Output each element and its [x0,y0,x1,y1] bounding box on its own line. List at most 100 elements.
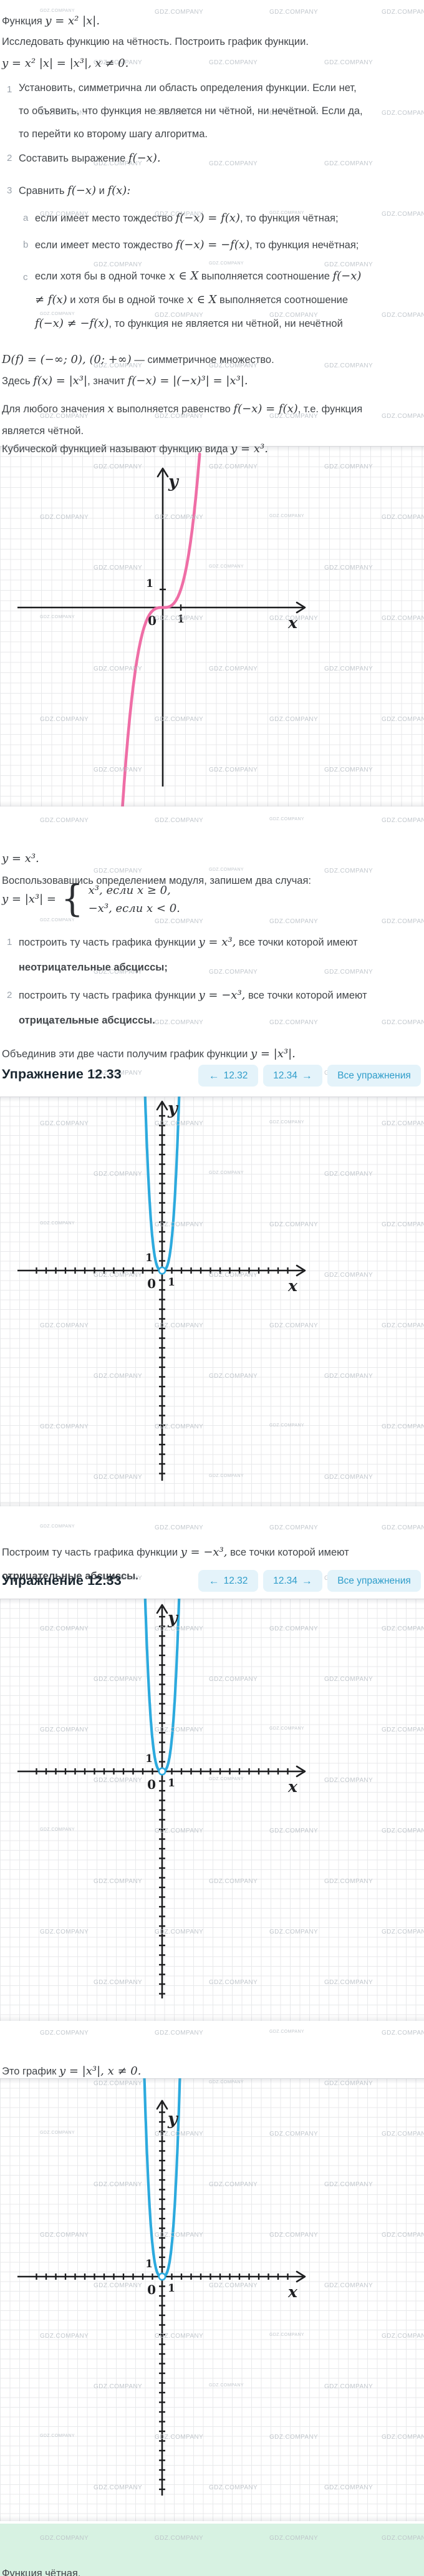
watermark: GDZ.COMPANY [382,817,424,824]
list-marker: 3 [7,185,12,196]
watermark: GDZ.COMPANY [269,1524,319,1531]
axis-label-y: y [168,472,178,491]
build-negative-line: Построим ту часть графика функции y = −x… [2,1544,401,1561]
list-marker: b [23,239,29,250]
plain-text: построить ту часть графика функции [19,989,199,1001]
list-marker: 2 [7,989,12,1000]
axis-label-x: x [288,1277,297,1295]
function-curve [121,452,201,806]
watermark: GDZ.COMPANY [382,1524,424,1531]
watermark: GDZ.COMPANY [269,9,319,16]
plain-text: если имеет место тождество [35,239,176,251]
plain-text: отрицательные абсциссы. [2,1570,138,1582]
plain-text: Сравнить [19,185,68,196]
y-axis-arrow [157,467,169,478]
prev-exercise-button[interactable]: ← 12.32 [198,1570,258,1592]
algorithm-step-3: 3 Сравнить f(−x) и f(x): [7,183,131,199]
math-text: y = x² |x| = |x³|, x ≠ 0. [2,56,129,70]
exercise-title: Упражнение 12.33 [2,1067,122,1082]
plain-text: Установить, симметрична ли область опред… [19,82,363,140]
watermark: GDZ.COMPANY [382,918,424,925]
unit-label-y: 1 [145,2258,153,2270]
all-exercises-button[interactable]: Все упражнения [327,1570,421,1592]
axis-label-x: x [288,1778,297,1796]
math-text: f(−x) ≠ −f(x) [35,316,109,330]
plain-text: Для любого значения [2,403,108,415]
graph-canvas [17,1097,306,1481]
origin-label: 0 [148,613,157,628]
plain-text: если имеет место тождество [35,212,176,224]
curly-brace: { [61,878,84,921]
math-text: f(x) = |x³| [33,374,88,387]
math-text: y = x³, [198,935,236,949]
math-text: f(−x). [128,151,161,165]
plain-text: , значит [87,375,128,387]
watermark: GDZ.COMPANY [155,918,204,925]
math-text: y = −x³, [198,988,246,1002]
math-text: x [107,402,114,415]
watermark: GDZ.COMPANY [324,59,373,66]
equality-line: Для любого значения x выполняется равенс… [2,398,367,442]
math-text: y = x³. [2,851,39,865]
watermark: GDZ.COMPANY [382,110,424,117]
math-text: f(−x) = −f(x) [175,238,250,251]
math-text: f(−x) ≠ f(x) [35,269,362,306]
axis-label-y: y [168,2109,178,2129]
plain-text: , то функция нечётная; [249,239,359,251]
plain-text: Кубической функцией называют функцию вид… [2,443,231,455]
x-axis-arrow [296,1264,306,1277]
math-text: −x³, если x < 0. [88,902,180,915]
next-exercise-button[interactable]: 12.34 → [263,1065,322,1087]
watermark: GDZ.COMPANY [209,160,258,167]
watermark: GDZ.COMPANY [209,868,244,872]
math-text: f(−x) = f(x) [175,211,240,225]
math-text: x³, если x ≥ 0, [88,884,171,897]
math-text: f(−x) [67,183,97,197]
union-line: Объединив эти две части получим график ф… [2,1046,296,1062]
plain-text: и [96,185,108,196]
piecewise-case-1: x³, если x ≥ 0, [89,881,180,899]
prev-exercise-button[interactable]: ← 12.32 [198,1065,258,1087]
build-step-2: 2 построить ту часть графика функции y = … [7,987,412,1004]
unit-label-y: 1 [145,1252,153,1264]
next-exercise-button[interactable]: 12.34 → [263,1570,322,1592]
watermark: GDZ.COMPANY [155,817,204,824]
exercise-header-2: Упражнение 12.33 ← 12.32 12.34 → Все упр… [0,1569,424,1595]
math-text: x ∈ X [186,293,217,306]
origin-open-circle [158,1767,166,1776]
all-exercises-button[interactable]: Все упражнения [327,1065,421,1087]
math-text: f(−x) = f(x) [233,402,298,415]
math-text: f(x): [107,183,131,197]
domain-line: D(f) = (−∞; 0), (0; +∞) — симметричное м… [2,352,274,368]
plain-text: Функция чётная. [2,2567,81,2576]
origin-open-circle [158,2272,166,2281]
plain-text: отрицательные абсциссы. [19,1014,155,1026]
arrow-left-icon: ← [208,1069,219,1082]
math-text: y = −x³, [180,1545,228,1559]
list-marker: 1 [7,936,12,947]
plain-text: неотрицательные абсциссы; [19,961,168,973]
plain-text: все точки которой имеют [245,989,367,1001]
all-exercises-label: Все упражнения [337,1575,411,1586]
plain-text: и хотя бы в одной точке [67,294,187,306]
plain-text: Составить выражение [19,152,128,164]
algorithm-substep-b: b если имеет место тождество f(−x) = −f(x… [23,237,403,253]
axis-label-y: y [168,1609,178,1628]
graph-canvas [17,2078,306,2496]
plain-text: Функция [2,15,46,27]
watermark: GDZ.COMPANY [382,413,424,420]
graph-canvas [17,452,306,806]
watermark: GDZ.COMPANY [40,817,89,824]
axis-label-x: x [288,614,297,632]
piecewise-definition: y = |x³| = { x³, если x ≥ 0, −x³, если x… [2,881,180,918]
math-text: y = x² |x|. [45,14,100,27]
exercise-title: Упражнение 12.33 [2,1573,122,1588]
watermark: GDZ.COMPANY [324,969,373,976]
x-axis-arrow [296,2270,306,2283]
build-negative-bold: отрицательные абсциссы. [2,1569,138,1584]
math-text: f(−x) = |(−x)³| = |x³|. [127,374,248,387]
y-axis-arrow [156,1604,168,1614]
y-axis-arrow [156,2099,168,2110]
